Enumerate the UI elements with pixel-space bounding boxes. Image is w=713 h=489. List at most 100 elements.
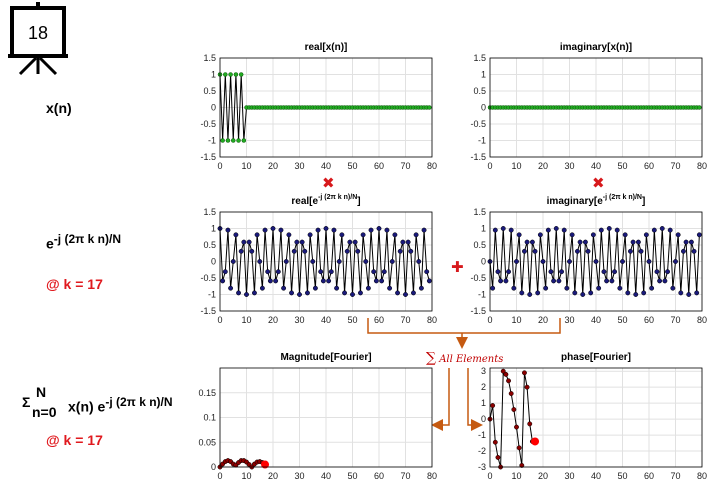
data-point xyxy=(675,232,681,238)
chart-title-base: imaginary[e xyxy=(547,196,604,207)
y-tick-label: -1 xyxy=(208,136,216,146)
multiply-icon: ✖ xyxy=(322,175,335,192)
y-tick-label: 1.5 xyxy=(203,53,216,63)
data-point xyxy=(381,269,387,275)
x-tick-label: 80 xyxy=(427,161,437,171)
data-point xyxy=(360,232,366,238)
x-tick-label: 20 xyxy=(268,471,278,481)
data-point xyxy=(635,239,641,245)
x-tick-label: 70 xyxy=(400,315,410,325)
data-point xyxy=(516,445,522,451)
data-point xyxy=(561,227,567,233)
x-tick-label: 40 xyxy=(321,315,331,325)
data-point xyxy=(514,259,519,264)
data-point xyxy=(622,232,628,238)
data-point xyxy=(500,368,506,374)
data-point xyxy=(323,226,329,231)
data-point xyxy=(511,285,517,291)
row-label-kernel-k: @ k = 17 xyxy=(46,276,103,292)
presentation-board-icon: 18 xyxy=(8,2,68,76)
data-point xyxy=(225,138,231,143)
x-tick-label: 50 xyxy=(347,471,357,481)
data-point xyxy=(355,248,361,254)
multiply-icon: ✖ xyxy=(592,175,605,192)
data-point xyxy=(593,259,599,264)
x-tick-label: 80 xyxy=(427,471,437,481)
data-point xyxy=(527,421,533,427)
data-point xyxy=(564,285,570,291)
x-tick-label: 40 xyxy=(321,471,331,481)
data-point xyxy=(241,138,247,143)
y-tick-label: 0.15 xyxy=(198,388,216,398)
data-point xyxy=(310,259,316,264)
data-point xyxy=(358,290,363,296)
data-point xyxy=(291,248,297,254)
x-tick-label: 40 xyxy=(591,161,601,171)
data-point xyxy=(628,248,633,254)
y-tick-label: 2 xyxy=(481,382,486,392)
chart-imaginary-kernel: imaginary[e-j (2π k n)/N]0 10 20 30 40 50 60 70… xyxy=(470,194,707,325)
data-point xyxy=(220,138,225,143)
data-point xyxy=(413,232,419,238)
slide-number: 18 xyxy=(28,23,48,43)
data-point xyxy=(670,285,676,291)
y-tick-label: 0.5 xyxy=(473,86,486,96)
data-point xyxy=(495,269,501,275)
data-point xyxy=(347,239,353,245)
y-tick-label: 0.5 xyxy=(473,240,486,250)
data-point xyxy=(506,269,511,275)
data-point xyxy=(614,227,620,233)
y-tick-label: 0 xyxy=(211,103,216,113)
data-point xyxy=(492,227,498,233)
data-point xyxy=(543,285,549,291)
data-point xyxy=(373,278,379,284)
data-point xyxy=(686,292,692,297)
x-tick-label: 80 xyxy=(427,315,437,325)
data-point xyxy=(251,290,257,296)
data-point xyxy=(267,278,273,284)
plus-icon: ✚ xyxy=(451,259,464,276)
data-point xyxy=(681,248,686,254)
data-point xyxy=(617,285,623,291)
data-point xyxy=(320,278,326,284)
data-point xyxy=(328,269,334,275)
data-point xyxy=(697,105,702,110)
data-point xyxy=(294,239,300,245)
y-tick-label: 0 xyxy=(481,103,486,113)
data-point xyxy=(524,239,530,245)
chart-magnitude-fourier: Magnitude[Fourier] 0 10 20 30 40 50 60 70 80 0.15 0… xyxy=(198,352,437,481)
data-point xyxy=(673,259,678,264)
chart-title-base: real[x(n)] xyxy=(305,42,348,53)
data-point xyxy=(508,227,514,233)
y-tick-label: -2 xyxy=(478,446,486,456)
x-tick-label: 10 xyxy=(241,161,251,171)
x-tick-label: 40 xyxy=(591,315,601,325)
y-tick-label: -1 xyxy=(478,290,486,300)
data-point xyxy=(553,226,559,231)
data-point xyxy=(418,285,424,291)
y-tick-label: 1 xyxy=(211,224,216,234)
chart-title: imaginary[x(n)] xyxy=(560,42,632,53)
data-point xyxy=(222,269,228,275)
plot-frame xyxy=(489,211,703,312)
x-tick-label: 0 xyxy=(487,471,492,481)
data-point xyxy=(524,384,530,390)
x-tick-label: 0 xyxy=(487,315,492,325)
x-tick-label: 10 xyxy=(511,161,521,171)
plot-frame xyxy=(489,367,703,468)
x-tick-label: 50 xyxy=(347,315,357,325)
data-point xyxy=(299,239,305,245)
x-tick-label: 20 xyxy=(538,471,548,481)
y-tick-label: -1.5 xyxy=(200,152,216,162)
x-tick-label: 0 xyxy=(217,471,222,481)
y-tick-label: 1.5 xyxy=(203,207,216,217)
x-tick-label: 60 xyxy=(644,471,654,481)
series-line xyxy=(219,228,430,295)
data-point xyxy=(651,227,657,233)
data-point xyxy=(265,269,271,275)
chart-title-tail: ] xyxy=(357,196,360,207)
x-tick-label: 30 xyxy=(294,471,304,481)
data-point xyxy=(238,248,244,254)
data-point xyxy=(233,232,239,238)
data-point xyxy=(511,407,517,412)
